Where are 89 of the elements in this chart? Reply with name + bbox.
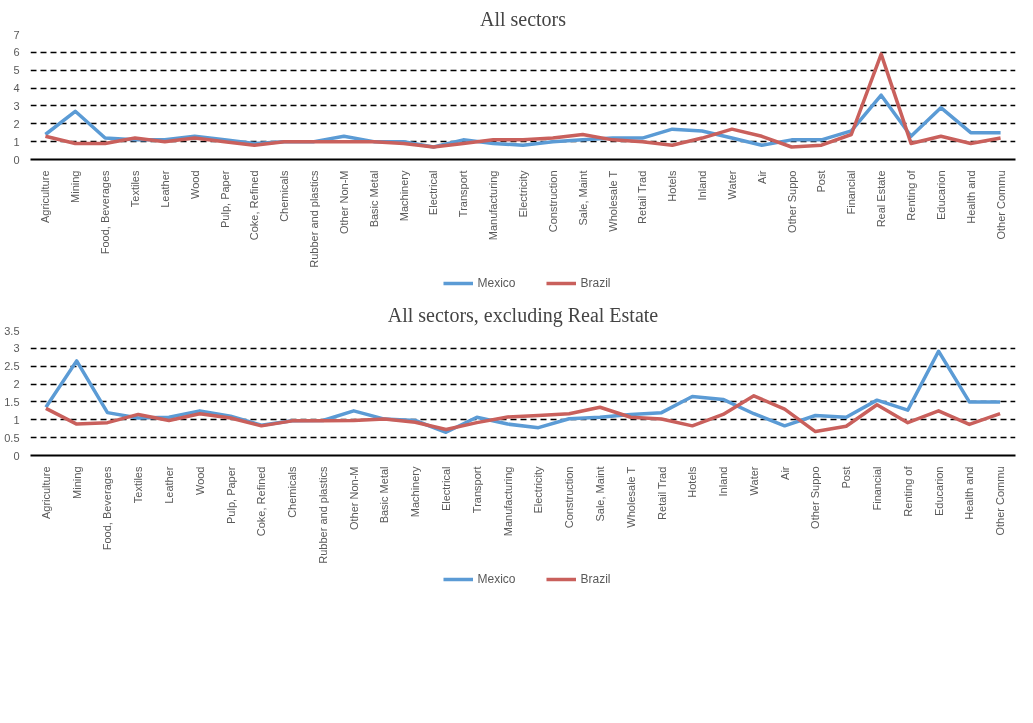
legend-label: Brazil	[580, 276, 611, 290]
x-tick-label: Machinery	[409, 466, 422, 518]
x-tick-label: Agriculture	[39, 170, 52, 224]
x-tick-label: Agriculture	[39, 466, 52, 520]
x-tick-label: Renting of	[905, 169, 918, 221]
x-tick-label: Wood	[193, 466, 206, 496]
y-tick-label: 3	[13, 99, 20, 112]
y-tick-label: 1	[13, 413, 20, 426]
y-tick-label: 4	[13, 82, 20, 95]
x-tick-label: Renting of	[901, 465, 914, 517]
x-tick-label: Pulp, Paper	[218, 170, 231, 228]
y-tick-label: 6	[13, 46, 20, 59]
y-tick-label: 2	[13, 378, 20, 391]
y-tick-label: 2	[13, 117, 20, 130]
y-tick-label: 5	[13, 64, 20, 77]
x-tick-label: Sale, Maint	[576, 170, 589, 226]
legend-label: Mexico	[477, 572, 516, 586]
x-tick-label: Other Non-M	[337, 170, 350, 235]
y-tick-label: 0.5	[4, 431, 20, 444]
x-tick-label: Manufacturing	[487, 170, 500, 241]
chart-title: All sectors	[479, 7, 567, 30]
x-tick-label: Basic Metal	[367, 170, 380, 228]
x-tick-label: Inland	[717, 466, 730, 497]
y-tick-label: 2.5	[4, 360, 20, 373]
x-tick-label: Chemicals	[286, 466, 299, 518]
x-tick-label: Machinery	[397, 170, 410, 222]
x-tick-label: Wood	[188, 170, 201, 200]
x-tick-label: Real Estate	[875, 170, 888, 228]
x-tick-label: Basic Metal	[378, 466, 391, 524]
x-tick-label: Post	[815, 170, 828, 193]
x-tick-label: Transport	[457, 170, 470, 218]
x-tick-label: Air	[755, 170, 768, 184]
chart-title: All sectors, excluding Real Estate	[387, 303, 659, 327]
y-tick-label: 1.5	[4, 395, 20, 408]
x-tick-label: Textiles	[128, 170, 141, 208]
x-tick-label: Chemicals	[278, 170, 291, 222]
x-tick-label: Air	[778, 466, 791, 480]
x-tick-label: Manufacturing	[501, 466, 514, 537]
x-tick-label: Textiles	[132, 466, 145, 504]
x-tick-label: Financial	[870, 466, 883, 511]
x-tick-label: Leather	[163, 466, 176, 504]
line-series	[43, 52, 1003, 149]
y-tick-label: 0	[13, 449, 20, 462]
x-tick-label: Electrical	[427, 170, 440, 216]
x-tick-label: Food, Beverages	[99, 170, 112, 255]
x-tick-label: Retail Trad	[636, 170, 649, 224]
y-tick-label: 3.5	[4, 324, 20, 337]
x-tick-label: Inland	[696, 170, 709, 201]
x-tick-label: Electrical	[440, 466, 453, 512]
x-tick-label: Leather	[158, 170, 171, 208]
x-tick-label: Rubber and plastics	[308, 170, 321, 268]
x-tick-label: Hotels	[666, 170, 679, 202]
x-tick-label: Construction	[563, 466, 576, 529]
x-tick-label: Food, Beverages	[101, 466, 114, 551]
x-tick-label: Other Suppo	[785, 170, 798, 233]
x-tick-label: Electricity	[517, 170, 529, 218]
x-tick-label: Construction	[546, 170, 559, 233]
x-tick-label: Other Suppo	[809, 466, 822, 529]
y-tick-label: 0	[13, 153, 20, 166]
x-tick-label: Health and	[963, 466, 976, 520]
x-tick-label: Post	[840, 466, 853, 489]
x-tick-label: Wholesale T	[624, 466, 637, 528]
x-tick-label: Other Commu	[994, 170, 1007, 240]
x-tick-label: Educarion	[932, 466, 945, 517]
x-tick-label: Coke, Refined	[248, 170, 261, 241]
x-tick-label: Pulp, Paper	[224, 466, 237, 524]
x-tick-label: Retail Trad	[655, 466, 668, 520]
x-tick-label: Water	[747, 466, 760, 496]
legend-label: Mexico	[477, 276, 516, 290]
y-tick-label: 3	[13, 342, 20, 355]
legend-label: Brazil	[580, 572, 611, 586]
x-tick-label: Financial	[845, 170, 858, 215]
x-tick-label: Other Commu	[994, 466, 1007, 536]
x-tick-label: Hotels	[686, 466, 699, 498]
x-tick-label: Coke, Refined	[255, 466, 268, 537]
x-tick-label: Sale, Maint	[593, 466, 606, 522]
x-tick-label: Other Non-M	[347, 466, 360, 531]
x-tick-label: Water	[725, 170, 738, 200]
y-tick-label: 1	[13, 135, 20, 148]
x-tick-label: Health and	[964, 170, 977, 224]
x-tick-label: Electricity	[532, 466, 545, 514]
x-tick-label: Mining	[69, 170, 82, 203]
x-tick-label: Wholesale T	[606, 170, 619, 232]
line-series	[44, 394, 1002, 434]
x-tick-label: Rubber and plastics	[316, 466, 329, 564]
x-tick-label: Mining	[70, 466, 83, 499]
y-tick-label: 7	[13, 28, 20, 41]
x-tick-label: Educarion	[934, 170, 947, 221]
x-tick-label: Transport	[470, 466, 483, 514]
